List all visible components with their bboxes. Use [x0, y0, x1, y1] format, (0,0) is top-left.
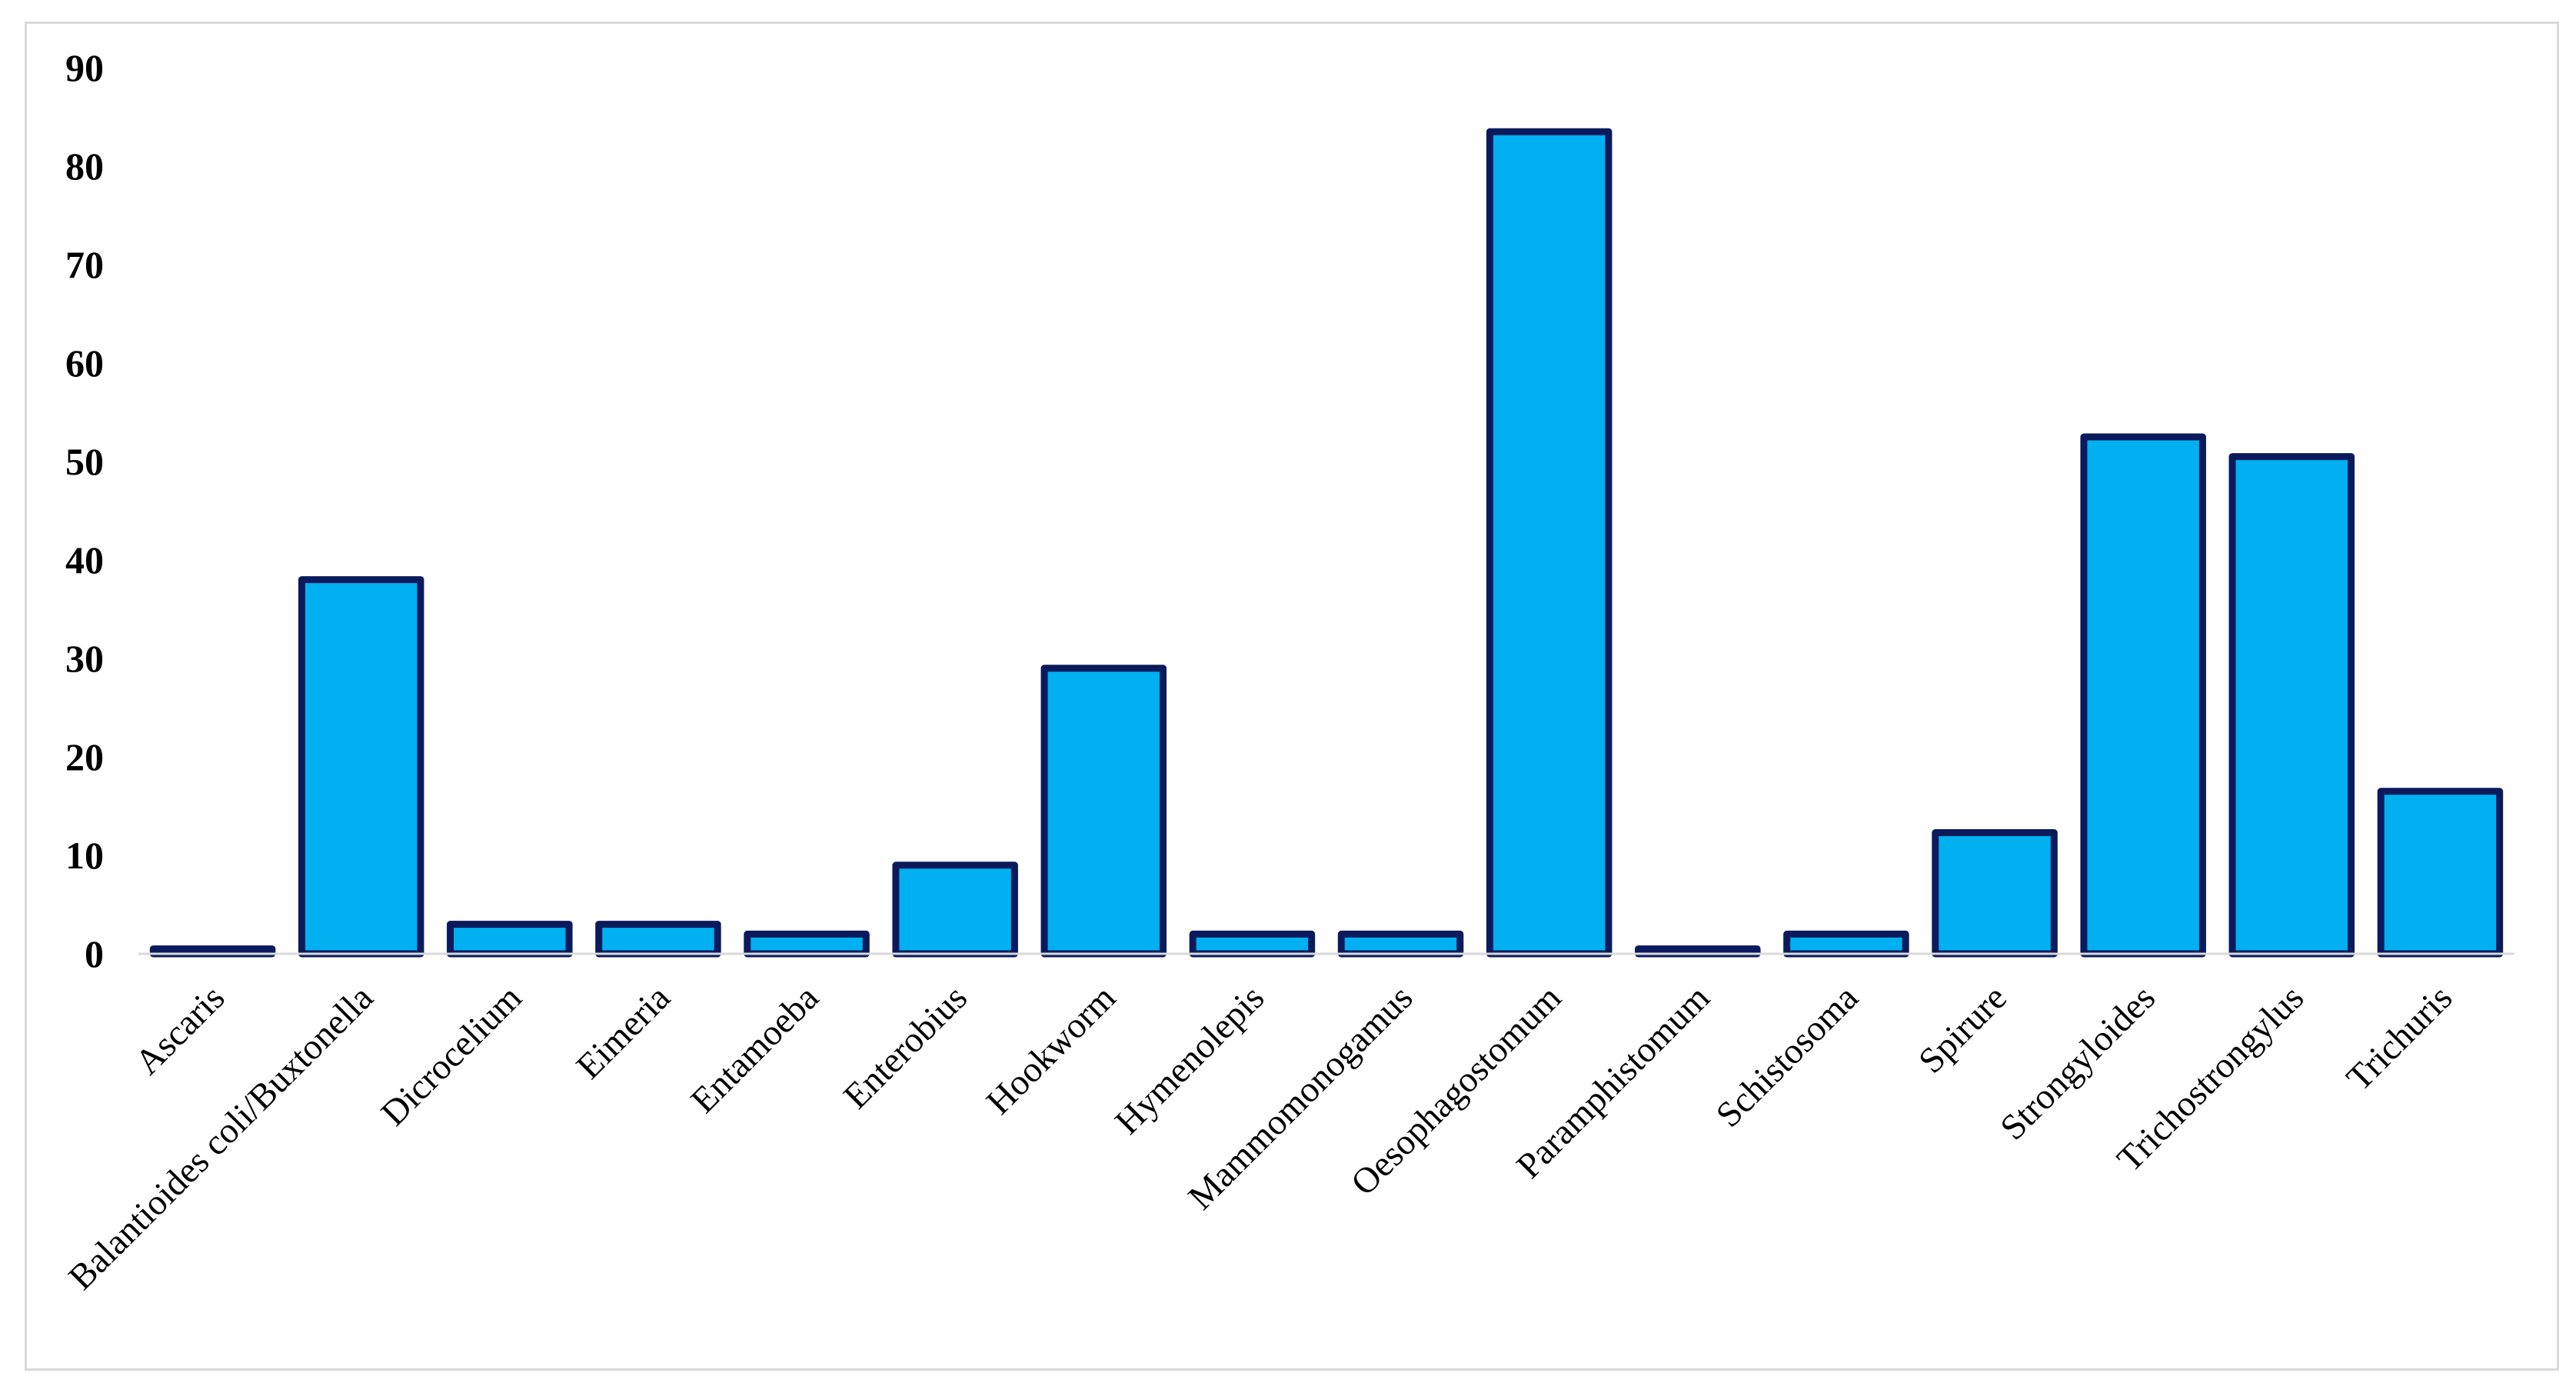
bar — [1783, 930, 1909, 958]
x-tick-label: Hookworm — [979, 978, 1123, 1122]
bar — [1486, 128, 1612, 958]
bar — [1189, 930, 1316, 958]
bar — [447, 921, 573, 958]
x-tick-label: Dicrocelium — [374, 978, 530, 1134]
bar — [1040, 665, 1167, 958]
bar — [744, 930, 870, 958]
x-tick-label: Trichuris — [2339, 978, 2460, 1098]
bar — [1337, 930, 1464, 958]
x-tick-label: Ascaris — [128, 978, 232, 1082]
bar — [2228, 453, 2355, 958]
bar — [595, 921, 721, 958]
y-tick-label: 30 — [65, 637, 104, 680]
bar — [892, 861, 1018, 958]
x-tick-label: Balantioides coli/Buxtonella — [61, 978, 381, 1298]
bar — [2377, 788, 2504, 958]
y-tick-label: 70 — [65, 243, 104, 286]
bar — [298, 576, 424, 958]
x-tick-label: Schistosoma — [1709, 978, 1866, 1135]
x-tick-label: Eimeria — [569, 978, 678, 1087]
y-tick-label: 50 — [65, 440, 104, 483]
bar — [2080, 433, 2206, 958]
y-tick-label: 20 — [65, 735, 104, 778]
y-tick-label: 0 — [85, 932, 104, 975]
y-tick-label: 60 — [65, 342, 104, 385]
x-tick-label: Enterobius — [836, 978, 975, 1117]
y-tick-label: 10 — [65, 834, 104, 877]
x-tick-label: Spirure — [1911, 978, 2015, 1081]
y-tick-label: 90 — [65, 46, 104, 89]
y-tick-label: 40 — [65, 538, 104, 582]
x-tick-label: Hymenolepis — [1107, 978, 1272, 1142]
x-tick-label: Entamoeba — [684, 978, 827, 1121]
y-tick-label: 80 — [65, 145, 104, 188]
bar — [1932, 829, 2058, 958]
